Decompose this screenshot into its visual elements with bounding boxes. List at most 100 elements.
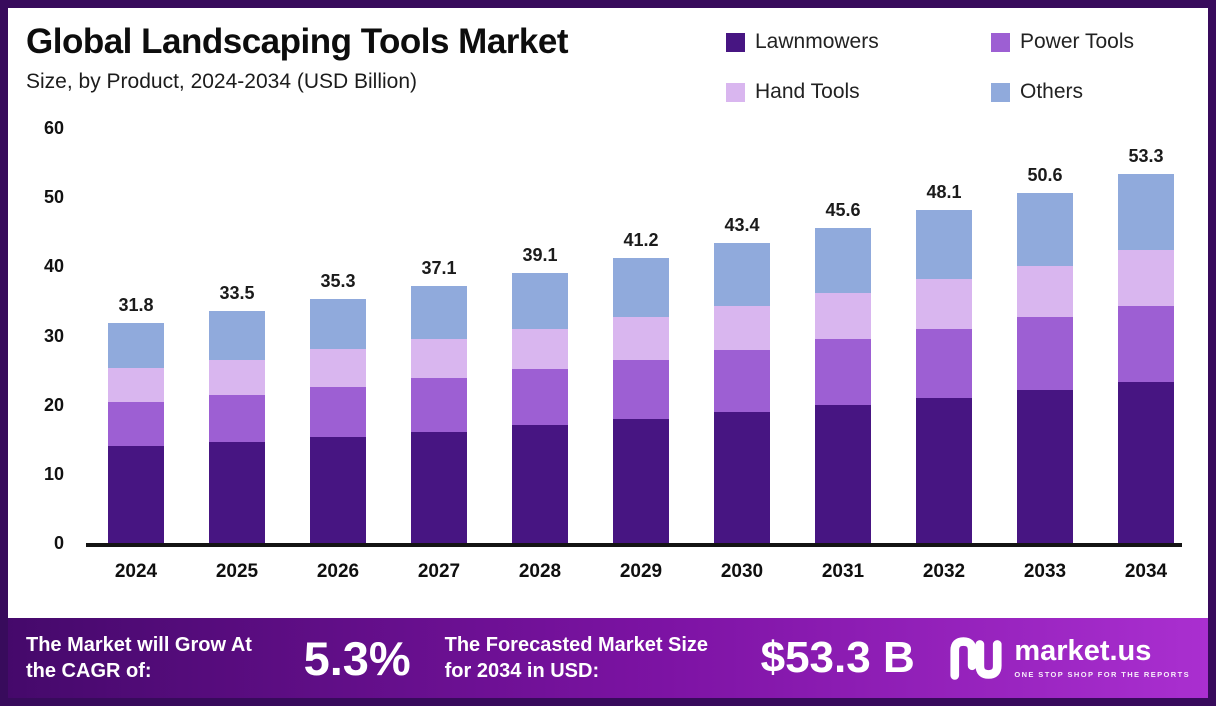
bar-2030: 43.4 2030 — [714, 214, 770, 582]
bar-segment-power-tools — [209, 395, 265, 442]
bar-segment-power-tools — [613, 359, 669, 420]
bar-segment-lawnmowers — [310, 437, 366, 543]
y-axis-tick-label: 40 — [43, 256, 64, 277]
legend-item-hand-tools: Hand Tools — [726, 80, 971, 104]
x-axis-tick-label: 2027 — [417, 561, 461, 582]
bar-segment-power-tools — [310, 387, 366, 438]
x-axis-tick-label: 2024 — [114, 561, 158, 582]
x-axis-tick-label: 2026 — [316, 561, 360, 582]
bar-total-label: 31.8 — [118, 295, 154, 316]
x-axis-tick-label: 2032 — [922, 561, 966, 582]
bar-total-label: 45.6 — [825, 199, 861, 220]
x-axis-tick-label: 2034 — [1124, 561, 1168, 582]
bar-segment-others — [108, 323, 164, 369]
bar-segment-lawnmowers — [411, 431, 467, 543]
bar-2034: 53.3 2034 — [1118, 146, 1174, 582]
y-axis-tick-label: 0 — [53, 533, 64, 553]
legend-item-power-tools: Power Tools — [991, 30, 1186, 54]
bars-container: 31.8 2024 33.5 2025 35.3 2026 37.1 2027 39.1 2028… — [100, 128, 1182, 582]
bar-total-label: 33.5 — [219, 283, 255, 304]
legend-swatch-power-tools — [991, 32, 1010, 52]
bar-segment-hand-tools — [209, 359, 265, 395]
bar-segment-lawnmowers — [815, 405, 871, 543]
bar-segment-others — [1118, 174, 1174, 251]
bar-segment-lawnmowers — [512, 425, 568, 543]
brand-block: market.us ONE STOP SHOP FOR THE REPORTS — [948, 636, 1190, 680]
bar-segment-lawnmowers — [1017, 390, 1073, 543]
x-axis-tick-label: 2031 — [821, 561, 865, 582]
x-axis-tick-label: 2033 — [1023, 561, 1067, 582]
y-axis-tick-label: 30 — [43, 325, 64, 346]
bar-segment-lawnmowers — [209, 442, 265, 543]
bar-total-label: 43.4 — [724, 214, 760, 235]
bar-segment-hand-tools — [613, 316, 669, 360]
bar-segment-hand-tools — [815, 292, 871, 340]
bar-segment-others — [815, 227, 871, 293]
y-axis-tick-label: 10 — [43, 463, 64, 484]
legend-item-lawnmowers: Lawnmowers — [726, 30, 971, 54]
y-axis: 0 10 20 30 40 50 60 — [8, 118, 78, 553]
y-axis-tick-label: 60 — [43, 118, 64, 138]
bar-segment-lawnmowers — [613, 419, 669, 543]
bar-segment-hand-tools — [1017, 265, 1073, 317]
bar-segment-others — [512, 272, 568, 329]
bar-segment-hand-tools — [512, 328, 568, 370]
bar-segment-power-tools — [411, 378, 467, 432]
legend-swatch-hand-tools — [726, 82, 745, 102]
page-subtitle: Size, by Product, 2024-2034 (USD Billion… — [26, 70, 418, 94]
cagr-label: The Market will Grow At the CAGR of: — [26, 634, 252, 682]
bar-total-label: 35.3 — [320, 270, 356, 291]
chart-section: 0 10 20 30 40 50 60 31.8 2024 33.5 2025 35.3 2026 37… — [8, 114, 1208, 618]
chart-legend: Lawnmowers Power Tools Hand Tools Others — [726, 30, 1186, 104]
cagr-value: 5.3% — [303, 631, 411, 685]
bar-2024: 31.8 2024 — [108, 295, 164, 582]
bar-2025: 33.5 2025 — [209, 283, 265, 582]
bar-segment-power-tools — [1118, 305, 1174, 382]
bar-segment-others — [714, 242, 770, 306]
bar-total-label: 50.6 — [1027, 165, 1063, 186]
title-block: Global Landscaping Tools Market Size, by… — [26, 22, 569, 94]
legend-item-others: Others — [991, 80, 1186, 104]
page-title: Global Landscaping Tools Market — [26, 22, 569, 61]
marketus-logo-icon — [950, 637, 1002, 680]
bar-segment-hand-tools — [411, 338, 467, 379]
bar-segment-lawnmowers — [108, 446, 164, 543]
bar-segment-others — [916, 210, 972, 280]
bar-segment-others — [1017, 193, 1073, 266]
legend-label: Others — [1020, 80, 1084, 103]
bar-segment-power-tools — [714, 350, 770, 413]
bar-segment-power-tools — [815, 339, 871, 406]
bar-total-label: 48.1 — [926, 182, 962, 203]
bar-segment-others — [310, 298, 366, 350]
bar-total-label: 41.2 — [623, 230, 659, 251]
brand-name: market.us — [1014, 635, 1152, 667]
bar-segment-power-tools — [916, 328, 972, 398]
brand-tagline: ONE STOP SHOP FOR THE REPORTS — [1014, 670, 1190, 679]
bar-2032: 48.1 2032 — [916, 182, 972, 582]
bar-segment-power-tools — [108, 401, 164, 447]
forecast-value: $53.3 B — [760, 633, 915, 682]
bar-total-label: 37.1 — [421, 258, 457, 279]
header: Global Landscaping Tools Market Size, by… — [8, 8, 1208, 114]
bar-total-label: 53.3 — [1128, 146, 1164, 167]
bar-2026: 35.3 2026 — [310, 270, 366, 582]
bar-2029: 41.2 2029 — [613, 230, 669, 582]
bar-segment-power-tools — [1017, 316, 1073, 391]
bar-2031: 45.6 2031 — [815, 199, 871, 582]
bar-segment-hand-tools — [1118, 250, 1174, 306]
bar-segment-lawnmowers — [1118, 381, 1174, 543]
bar-segment-hand-tools — [108, 368, 164, 402]
bar-total-label: 39.1 — [522, 244, 558, 265]
bar-2027: 37.1 2027 — [411, 258, 467, 582]
chart-plot-area: 0 10 20 30 40 50 60 31.8 2024 33.5 2025 35.3 2026 37… — [44, 118, 1182, 582]
brand-text: market.us ONE STOP SHOP FOR THE REPORTS — [1014, 635, 1190, 680]
x-axis-tick-label: 2025 — [215, 561, 259, 582]
legend-label: Power Tools — [1020, 30, 1135, 53]
y-axis-tick-label: 50 — [43, 187, 64, 208]
footer-banner: The Market will Grow At the CAGR of: 5.3… — [8, 618, 1208, 698]
bar-segment-hand-tools — [714, 305, 770, 351]
x-axis-tick-label: 2028 — [518, 561, 562, 582]
bar-segment-others — [411, 286, 467, 339]
bar-segment-hand-tools — [310, 349, 366, 388]
bar-segment-others — [209, 311, 265, 360]
